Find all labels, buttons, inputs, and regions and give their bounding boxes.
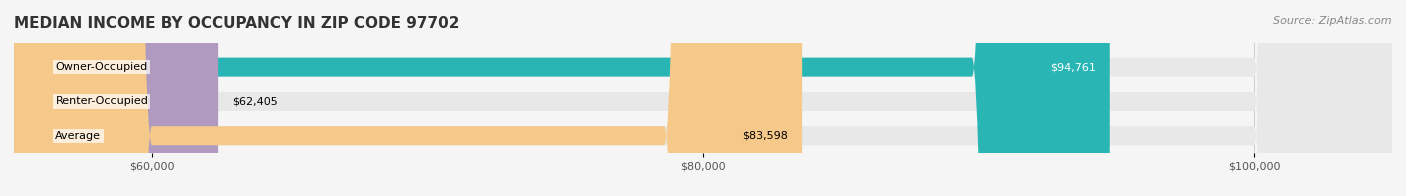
FancyBboxPatch shape bbox=[14, 0, 218, 196]
Text: Owner-Occupied: Owner-Occupied bbox=[55, 62, 148, 72]
Text: $62,405: $62,405 bbox=[232, 96, 277, 106]
FancyBboxPatch shape bbox=[14, 0, 803, 196]
FancyBboxPatch shape bbox=[14, 0, 1392, 196]
Text: Renter-Occupied: Renter-Occupied bbox=[55, 96, 148, 106]
FancyBboxPatch shape bbox=[14, 0, 1392, 196]
FancyBboxPatch shape bbox=[14, 0, 1109, 196]
Text: MEDIAN INCOME BY OCCUPANCY IN ZIP CODE 97702: MEDIAN INCOME BY OCCUPANCY IN ZIP CODE 9… bbox=[14, 16, 460, 31]
Text: $83,598: $83,598 bbox=[742, 131, 789, 141]
Text: Source: ZipAtlas.com: Source: ZipAtlas.com bbox=[1274, 16, 1392, 26]
FancyBboxPatch shape bbox=[14, 0, 1392, 196]
Text: $94,761: $94,761 bbox=[1050, 62, 1097, 72]
Text: Average: Average bbox=[55, 131, 101, 141]
